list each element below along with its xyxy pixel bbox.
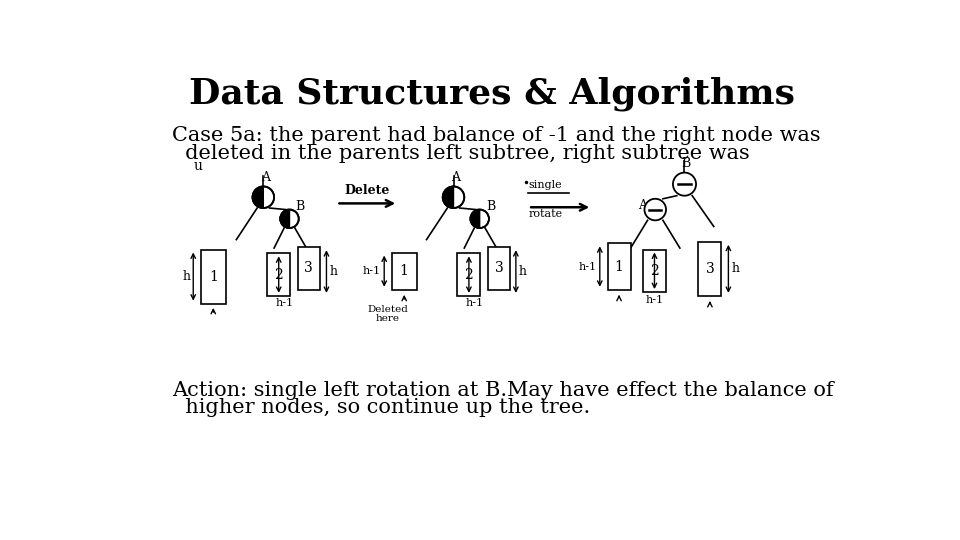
- Text: Case 5a: the parent had balance of -1 and the right node was: Case 5a: the parent had balance of -1 an…: [173, 126, 821, 145]
- Text: 3: 3: [304, 261, 313, 275]
- Text: B: B: [296, 200, 305, 213]
- Bar: [201, 249, 226, 303]
- Text: Action: single left rotation at B.May have effect the balance of: Action: single left rotation at B.May ha…: [173, 381, 834, 400]
- Text: h: h: [519, 265, 527, 278]
- Polygon shape: [443, 186, 453, 208]
- Text: deleted in the parents left subtree, right subtree was: deleted in the parents left subtree, rig…: [173, 144, 750, 163]
- Bar: [488, 247, 510, 289]
- Text: Data Structures & Algorithms: Data Structures & Algorithms: [189, 76, 795, 111]
- Circle shape: [673, 173, 696, 195]
- Bar: [457, 253, 480, 296]
- Text: h-1: h-1: [579, 261, 597, 272]
- Polygon shape: [280, 210, 290, 228]
- Circle shape: [443, 186, 465, 208]
- Circle shape: [252, 186, 275, 208]
- Bar: [298, 247, 320, 289]
- Bar: [608, 244, 631, 289]
- Text: here: here: [376, 314, 400, 323]
- Text: A: A: [638, 199, 647, 212]
- Bar: [643, 249, 666, 292]
- Text: 2: 2: [650, 264, 659, 278]
- Text: A: A: [261, 171, 270, 184]
- Text: 2: 2: [465, 268, 473, 282]
- Text: h-1: h-1: [645, 295, 663, 305]
- Text: 3: 3: [494, 261, 503, 275]
- Circle shape: [644, 199, 666, 220]
- Bar: [392, 253, 417, 289]
- Bar: [698, 242, 722, 296]
- Text: 1: 1: [399, 264, 409, 278]
- Text: h: h: [329, 265, 338, 278]
- Text: higher nodes, so continue up the tree.: higher nodes, so continue up the tree.: [173, 398, 590, 417]
- Circle shape: [470, 210, 489, 228]
- Circle shape: [280, 210, 299, 228]
- Text: h: h: [732, 262, 739, 275]
- Text: Delete: Delete: [345, 184, 390, 197]
- Text: h-1: h-1: [466, 298, 484, 308]
- Text: B: B: [682, 157, 690, 170]
- Text: h: h: [182, 270, 190, 283]
- Text: A: A: [451, 171, 460, 184]
- Text: u: u: [194, 159, 203, 173]
- Polygon shape: [252, 186, 263, 208]
- Text: h-1: h-1: [276, 298, 294, 308]
- Text: h-1: h-1: [363, 266, 381, 276]
- Text: Deleted: Deleted: [368, 305, 409, 314]
- Polygon shape: [470, 210, 480, 228]
- Text: 3: 3: [706, 262, 714, 276]
- Text: 2: 2: [275, 268, 283, 282]
- Text: rotate: rotate: [528, 209, 563, 219]
- Text: B: B: [486, 200, 495, 213]
- Text: 1: 1: [614, 260, 623, 274]
- Text: single: single: [528, 179, 562, 190]
- Text: 1: 1: [209, 269, 218, 284]
- Bar: [267, 253, 290, 296]
